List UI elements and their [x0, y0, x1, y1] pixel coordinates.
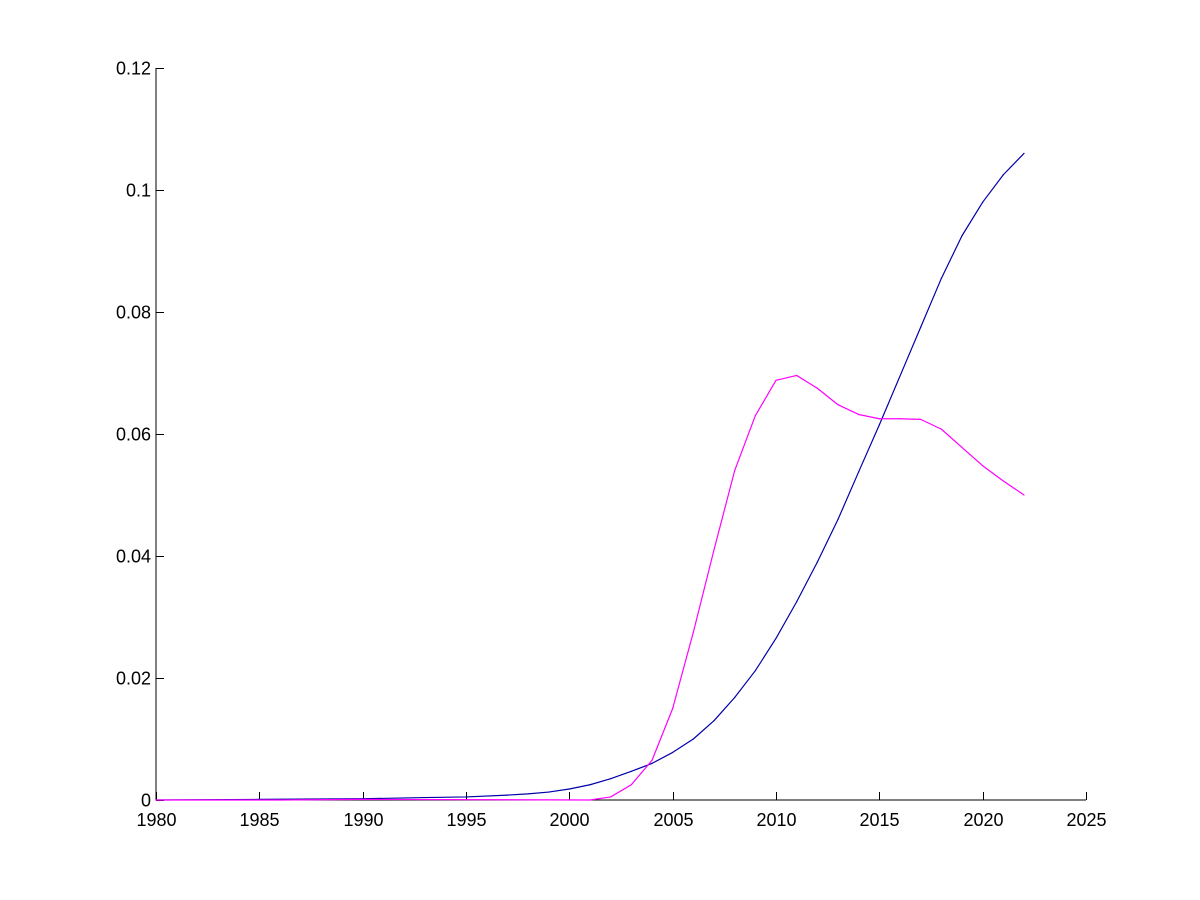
series-1-point	[816, 561, 818, 563]
series-2-point	[940, 428, 942, 430]
series-2-point	[672, 707, 674, 710]
series-1-point	[837, 518, 839, 521]
series-2-point	[713, 549, 715, 551]
series-1-point	[775, 637, 777, 639]
series-1-point	[899, 375, 901, 377]
x-tick-label: 1980	[136, 810, 176, 830]
series-1-point	[713, 720, 715, 722]
series-2-point	[1023, 494, 1025, 496]
series-lines	[155, 152, 1025, 801]
y-tick-label: 0.06	[116, 425, 151, 445]
series-2-point	[734, 470, 736, 472]
series-2-point	[899, 418, 901, 420]
x-tick-label: 1995	[446, 810, 486, 830]
series-2-point	[878, 418, 880, 420]
series-1-point	[548, 791, 550, 793]
series-1-point	[1023, 152, 1025, 154]
y-tick-label: 0.1	[126, 181, 151, 201]
series-2-point	[610, 796, 612, 798]
series-1-point	[527, 793, 529, 795]
series-2-point	[692, 631, 694, 633]
series-1-point	[878, 424, 880, 426]
series-2-point	[754, 415, 756, 417]
series-1-point	[651, 762, 653, 765]
series-2-point	[796, 374, 798, 377]
series-1-point	[1002, 174, 1004, 176]
x-tick-label: 2000	[549, 810, 589, 830]
x-tick-label: 2005	[653, 810, 693, 830]
y-tick-label: 0.04	[116, 547, 151, 567]
y-tick-label: 0.08	[116, 303, 151, 323]
series-1-point	[610, 778, 612, 780]
series-2-point	[630, 784, 632, 786]
series-1-point	[940, 277, 942, 280]
x-tick-label: 1990	[343, 810, 383, 830]
x-tick-label: 1985	[239, 810, 279, 830]
series-2-point	[155, 799, 157, 801]
series-1-point	[589, 784, 591, 786]
x-tick-label: 2015	[859, 810, 899, 830]
y-tick-label: 0.12	[116, 59, 151, 79]
series-1-point	[465, 796, 467, 798]
series-1-point	[630, 770, 632, 772]
series-1-point	[734, 696, 736, 699]
series-1-point	[982, 201, 984, 203]
x-tick-label: 2020	[963, 810, 1003, 830]
series-2-point	[362, 798, 364, 800]
series-1-point	[858, 471, 860, 473]
series-2-point	[1002, 480, 1004, 482]
series-1-point	[568, 788, 570, 790]
y-tick-label: 0	[141, 791, 151, 811]
series-2-point	[920, 418, 922, 420]
series-1-point	[961, 235, 963, 237]
y-tick-label: 0.02	[116, 669, 151, 689]
x-tick-label: 2010	[756, 810, 796, 830]
series-2-point	[775, 379, 777, 381]
series-2-point	[589, 799, 591, 801]
series-2-point	[961, 446, 963, 449]
series-2-point	[858, 413, 860, 416]
series-1-point	[506, 794, 508, 796]
series-1-point	[672, 751, 674, 754]
series-1-point	[424, 796, 426, 799]
series-1-point	[692, 738, 694, 740]
series-1-point	[920, 326, 922, 328]
series-1-point	[796, 601, 798, 603]
series-2-point	[816, 387, 818, 389]
series-2-point	[651, 759, 653, 761]
series-2-point	[837, 404, 839, 406]
series-2-point	[982, 465, 984, 467]
tick-labels: 1980 1985 1990 1995 2000 2005 2010 2015 2020 2025…	[116, 59, 1107, 831]
x-tick-label: 2025	[1066, 810, 1106, 830]
series-1-point	[754, 670, 756, 672]
series-line-1	[155, 152, 1025, 801]
series-line-2	[156, 374, 1025, 801]
series-2-point	[279, 799, 281, 801]
